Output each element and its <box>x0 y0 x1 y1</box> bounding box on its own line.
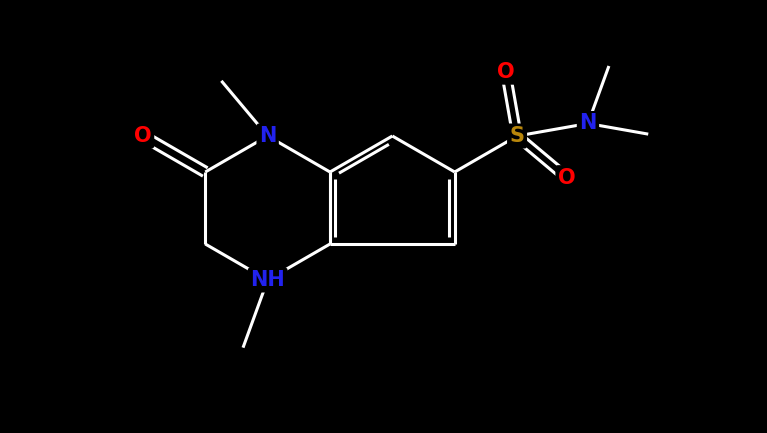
Text: N: N <box>259 126 276 146</box>
Text: N: N <box>579 113 597 133</box>
Text: O: O <box>497 62 515 82</box>
Text: S: S <box>509 126 525 146</box>
Text: NH: NH <box>250 270 285 290</box>
Text: O: O <box>134 126 152 146</box>
Text: O: O <box>558 168 575 187</box>
